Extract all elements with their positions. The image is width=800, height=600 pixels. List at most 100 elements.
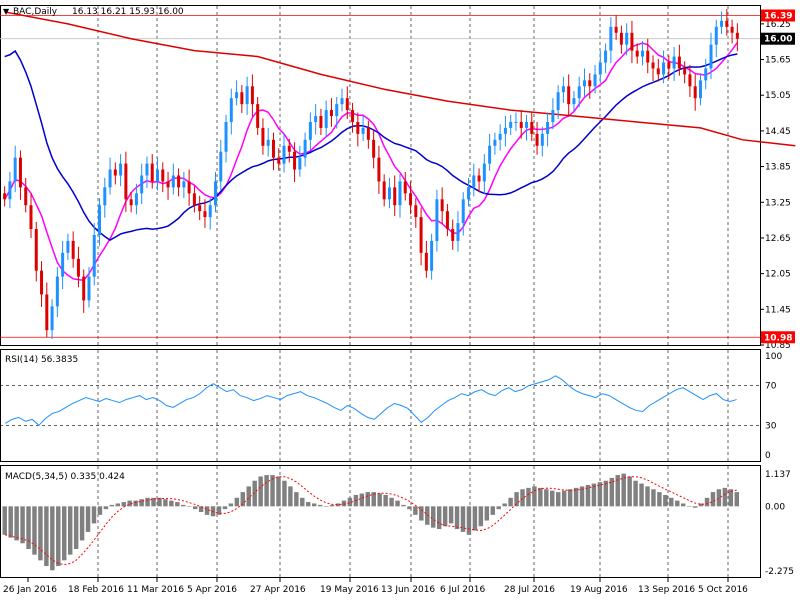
candle-body xyxy=(646,50,650,63)
candle-body xyxy=(540,133,544,146)
macd-bar xyxy=(163,499,168,507)
candle-body xyxy=(488,145,492,164)
candle-body xyxy=(656,68,660,75)
macd-bar xyxy=(79,506,85,541)
chart-menu-icon[interactable]: ▼ xyxy=(3,7,10,16)
candle-body xyxy=(13,157,17,182)
price-tick-label: 12.05 xyxy=(765,270,791,280)
candle-body xyxy=(445,211,449,230)
candle-body xyxy=(672,56,676,69)
macd-bar xyxy=(686,506,692,507)
candle-body xyxy=(356,121,360,134)
candle-body xyxy=(314,116,318,122)
candle-body xyxy=(271,139,275,158)
macd-bar xyxy=(484,506,490,521)
short-ma-line xyxy=(3,41,738,282)
macd-bar xyxy=(544,489,549,507)
price-tick-label: 14.45 xyxy=(765,127,791,137)
x-tick-label: 26 Jan 2016 xyxy=(3,585,57,595)
candle-body xyxy=(467,187,471,200)
x-tick-label: 19 May 2016 xyxy=(320,585,379,595)
candle-body xyxy=(493,139,497,146)
macd-bar xyxy=(175,502,180,507)
price-tick-label: 10.85 xyxy=(765,341,791,351)
candle-body xyxy=(87,276,91,301)
macd-bar xyxy=(377,493,382,507)
macd-bar xyxy=(436,506,442,530)
price-badge-label: 16.00 xyxy=(764,35,792,45)
candle-body xyxy=(630,32,634,51)
macd-bar xyxy=(383,494,388,507)
x-tick-label: 28 Jul 2016 xyxy=(504,585,555,595)
price-panel xyxy=(0,5,761,346)
macd-bar xyxy=(192,506,198,510)
candle-body xyxy=(498,133,502,140)
candle-body xyxy=(503,127,507,134)
macd-bar xyxy=(8,506,13,538)
macd-bar xyxy=(556,492,561,507)
macd-bar xyxy=(579,486,585,507)
candle-body xyxy=(725,20,729,27)
macd-bar xyxy=(478,506,484,527)
macd-bar xyxy=(335,503,341,507)
macd-bar xyxy=(139,499,144,507)
macd-bar xyxy=(466,506,472,535)
price-axis: 16.25 15.65 15.05 14.45 13.85 13.25 12.65 12.05… xyxy=(760,20,791,351)
candle-body xyxy=(266,139,270,146)
candle-body xyxy=(329,110,333,117)
macd-bar xyxy=(234,497,240,507)
macd-bar xyxy=(627,476,632,507)
candle-body xyxy=(256,104,260,128)
macd-bar xyxy=(585,485,591,507)
candle-body xyxy=(688,74,692,87)
macd-bar xyxy=(407,506,412,510)
macd-bar xyxy=(73,506,79,549)
candle-body xyxy=(192,193,196,206)
candle-body xyxy=(398,181,402,206)
candle-body xyxy=(435,199,439,241)
candle-body xyxy=(567,86,571,105)
candle-body xyxy=(303,139,307,158)
macd-bar xyxy=(680,503,686,507)
price-tick-label: 13.85 xyxy=(765,163,791,173)
macd-bar xyxy=(204,506,210,515)
macd-bar xyxy=(538,487,543,507)
rsi-tick-label: 70 xyxy=(765,382,777,392)
x-tick-label: 5 Oct 2016 xyxy=(698,585,748,595)
macd-bar xyxy=(85,506,91,532)
macd-bar xyxy=(216,506,222,515)
macd-bar xyxy=(597,482,603,507)
candle-body xyxy=(430,240,434,271)
candle-body xyxy=(577,86,581,99)
macd-bar xyxy=(698,503,704,507)
candle-body xyxy=(40,270,44,295)
candle-body xyxy=(319,116,323,128)
macd-bar xyxy=(258,476,263,507)
candle-body xyxy=(720,20,724,27)
candle-body xyxy=(366,127,370,140)
candle-body xyxy=(551,110,555,122)
candle-body xyxy=(140,175,144,194)
candle-body xyxy=(409,193,413,206)
candle-body xyxy=(198,205,202,212)
candles xyxy=(3,8,739,340)
price-tick-label: 12.65 xyxy=(765,234,791,244)
macd-bar xyxy=(264,475,269,507)
candle-body xyxy=(530,121,534,134)
candle-body xyxy=(403,181,407,194)
candle-body xyxy=(119,163,123,176)
candle-body xyxy=(3,193,7,200)
candle-body xyxy=(82,276,86,301)
candle-body xyxy=(588,80,592,87)
candle-body xyxy=(387,187,391,200)
rsi-title: RSI(14) 56.3835 xyxy=(5,355,78,365)
candle-body xyxy=(662,62,666,75)
macd-bar xyxy=(181,504,186,507)
candle-body xyxy=(150,163,154,182)
candle-body xyxy=(134,193,138,206)
candle-body xyxy=(235,92,239,99)
macd-bar xyxy=(472,506,478,531)
candle-body xyxy=(561,86,565,93)
rsi-tick-label: 0 xyxy=(765,451,771,461)
macd-bar xyxy=(490,506,495,515)
